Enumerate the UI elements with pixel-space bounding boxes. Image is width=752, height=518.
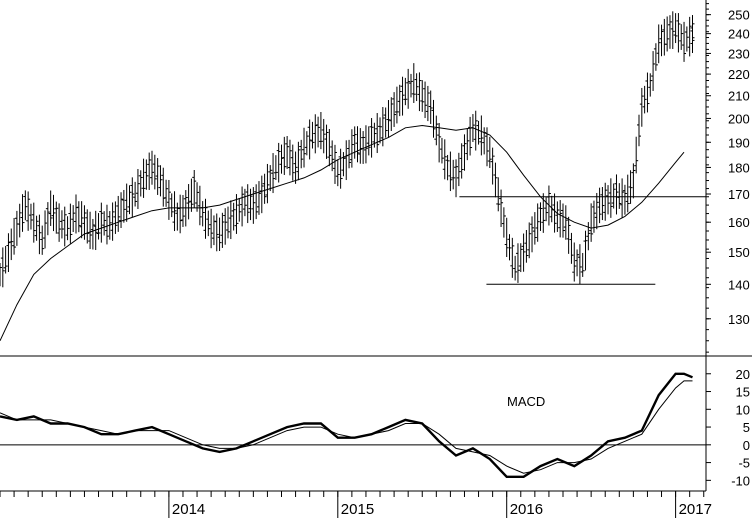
price-tick-label: 170: [728, 187, 750, 202]
macd-tick-label: 5: [743, 420, 750, 435]
price-tick-label: 140: [728, 277, 750, 292]
price-tick-label: 210: [728, 89, 750, 104]
year-label: 2014: [172, 501, 205, 518]
year-label: 2016: [510, 501, 543, 518]
macd-tick-label: 15: [736, 385, 750, 400]
price-tick-label: 150: [728, 245, 750, 260]
price-tick-label: 130: [728, 312, 750, 327]
year-label: 2015: [341, 501, 374, 518]
price-tick-label: 200: [728, 111, 750, 126]
price-tick-label: 180: [728, 160, 750, 175]
macd-signal-line: [0, 380, 693, 474]
price-tick-label: 190: [728, 135, 750, 150]
year-label: 2017: [679, 501, 712, 518]
price-tick-label: 250: [728, 8, 750, 23]
moving-average-line: [0, 124, 685, 342]
macd-tick-label: 20: [736, 367, 750, 382]
macd-panel: [0, 372, 706, 478]
macd-tick-label: -10: [731, 473, 750, 488]
price-tick-label: 230: [728, 46, 750, 61]
price-tick-label: 240: [728, 27, 750, 42]
macd-tick-label: 0: [743, 438, 750, 453]
macd-tick-label: -5: [738, 456, 750, 471]
price-tick-label: 220: [728, 67, 750, 82]
price-tick-label: 160: [728, 215, 750, 230]
macd-tick-label: 10: [736, 402, 750, 417]
price-panel: [0, 11, 706, 342]
macd-label: MACD: [507, 394, 545, 409]
